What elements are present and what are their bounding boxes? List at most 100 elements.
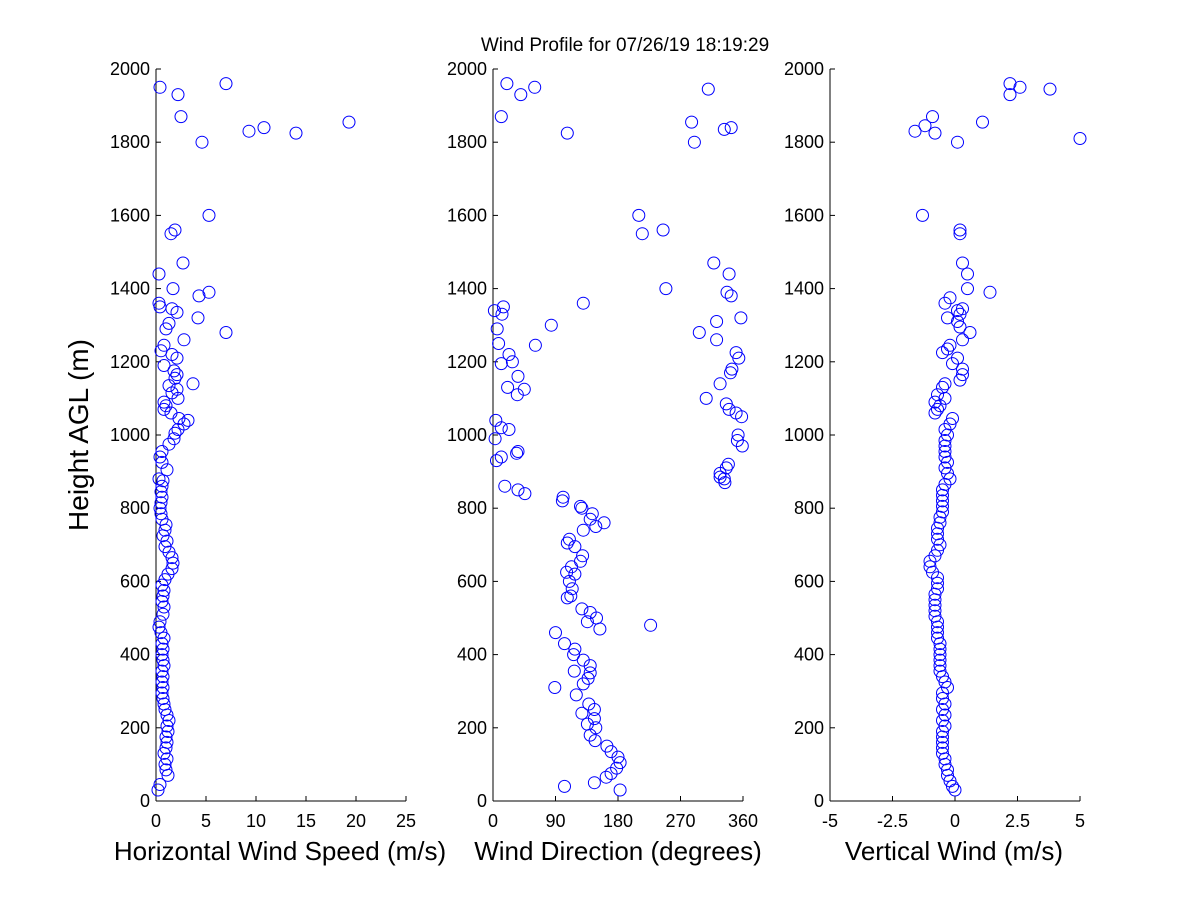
direction-data-point [724,121,738,135]
speed-ytick-label: 400 [120,645,150,665]
speed-data-point [155,675,169,689]
speed-data-point [152,620,166,634]
direction-data-point [489,413,503,427]
speed-data-point [168,371,182,385]
speed-ytick-label: 600 [120,571,150,591]
direction-data-point [713,470,727,484]
direction-data-point [492,337,506,350]
speed-data-point [153,80,167,94]
vertical-data-point [923,560,937,574]
vertical-data-point [983,285,997,299]
direction-data-point [502,423,516,436]
direction-data-point [544,318,558,332]
vertical-data-point [931,582,944,596]
speed-data-point [159,399,173,413]
direction-data-point [511,483,525,497]
direction-xtick-label: 90 [545,811,565,831]
speed-data-point [158,757,172,771]
direction-data-point [500,77,514,91]
direction-data-point [710,333,724,347]
vertical-ytick-label: 1400 [784,279,824,299]
direction-data-point [568,567,582,581]
vertical-data-point [936,746,949,760]
direction-data-point [564,589,578,603]
direction-data-point [713,377,727,391]
vertical-data-point [941,681,954,694]
speed-data-point [192,289,206,303]
speed-data-point [154,485,168,499]
speed-data-point [156,681,170,694]
speed-data-point [156,589,170,603]
speed-data-point [167,364,181,378]
vertical-data-point [1043,82,1057,96]
vertical-data-point [933,664,947,678]
direction-data-point [600,739,614,753]
vertical-ytick-label: 1600 [784,205,824,225]
direction-data-point [587,712,601,726]
vertical-data-point [951,351,964,365]
speed-data-point [176,256,190,270]
vertical-data-point [943,472,957,486]
speed-data-point [154,507,168,521]
speed-data-point [154,626,168,640]
speed-ytick-label: 1000 [110,425,150,445]
direction-ytick-label: 2000 [447,59,487,79]
speed-data-point [155,595,169,608]
speed-points [151,77,356,797]
vertical-points [908,77,1087,797]
vertical-data-point [931,620,944,634]
direction-data-point [656,223,670,237]
vertical-data-point [936,703,949,716]
speed-data-point [156,607,170,621]
direction-data-point [488,432,502,446]
speed-data-point [156,653,170,667]
vertical-data-point [928,598,942,612]
vertical-data-point [1003,88,1017,102]
vertical-ytick-label: 0 [814,791,824,811]
vertical-ytick-label: 400 [794,645,824,665]
speed-xtick-label: 0 [151,811,161,831]
vertical-data-point [941,342,954,356]
speed-xtick-label: 20 [346,811,366,831]
direction-xtick-label: 180 [603,811,633,831]
speed-data-point [170,382,184,396]
speed-data-point [170,368,184,382]
direction-data-point [583,512,597,526]
direction-data-point [719,461,733,475]
vertical-data-point [936,714,949,727]
direction-ytick-label: 800 [457,498,487,518]
speed-data-point [191,311,205,325]
vertical-data-point [928,406,942,420]
direction-ytick-label: 1000 [447,425,487,445]
speed-data-point [160,735,174,749]
direction-data-point [576,296,590,310]
direction-xtick-label: 270 [665,811,695,831]
direction-data-point [583,606,597,619]
vertical-data-point [936,735,949,749]
speed-ytick-label: 0 [140,791,150,811]
direction-data-point [528,338,542,352]
vertical-data-point [938,708,952,722]
direction-data-point [575,706,589,720]
direction-data-point [729,406,743,420]
vertical-data-point [953,223,967,237]
direction-data-point [632,208,646,222]
vertical-data-point [933,648,947,662]
speed-data-point [164,406,178,420]
speed-ytick-label: 2000 [110,59,150,79]
speed-data-point [219,77,233,91]
direction-data-point [576,549,590,563]
direction-data-point [581,671,595,685]
direction-data-point [487,304,501,318]
vertical-ytick-label: 1800 [784,132,824,152]
speed-ytick-label: 200 [120,718,150,738]
direction-data-point [494,110,508,124]
vertical-data-point [951,315,964,328]
speed-data-point [155,479,169,493]
direction-data-point [569,688,583,702]
direction-data-point [576,653,590,667]
vertical-data-point [946,412,959,425]
speed-y-axis-label: Height AGL (m) [63,339,94,531]
vertical-data-point [936,725,949,738]
direction-ytick-label: 600 [457,571,487,591]
